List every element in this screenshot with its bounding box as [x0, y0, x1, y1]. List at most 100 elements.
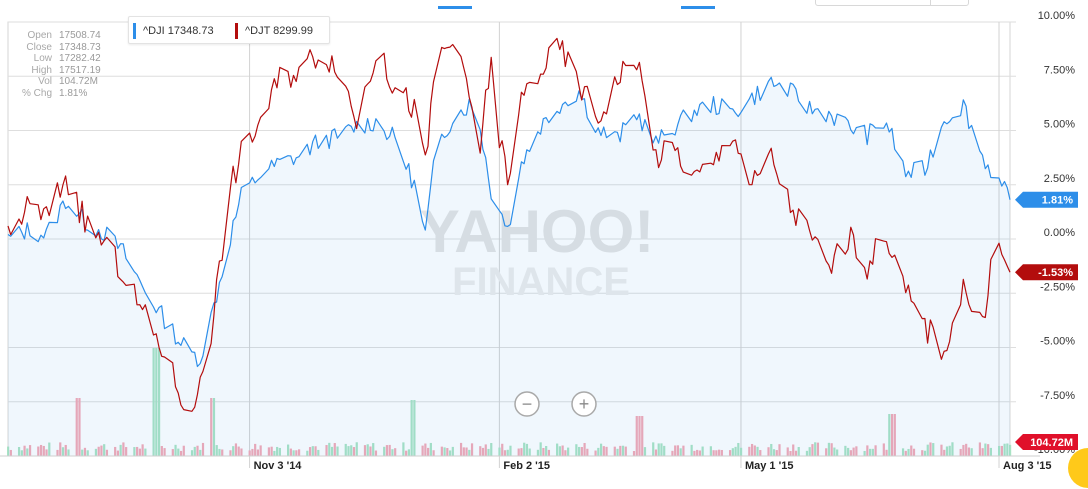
volume-bar [1000, 445, 1003, 456]
volume-bar [144, 448, 147, 456]
volume-bar [907, 448, 910, 456]
volume-bar [679, 448, 682, 456]
volume-bar [446, 448, 449, 456]
stat-label: Open [27, 30, 52, 41]
volume-bar [556, 443, 559, 456]
volume-bar [888, 414, 891, 456]
volume-bar [545, 445, 548, 456]
volume-bar [536, 449, 540, 456]
volume-bar [383, 446, 386, 456]
volume-bar [921, 450, 924, 456]
volume-bar [490, 443, 493, 456]
period-tab-indicator[interactable] [681, 6, 715, 9]
volume-bar [394, 448, 397, 456]
volume-bar [847, 447, 850, 456]
volume-bar [136, 446, 139, 456]
volume-bar [270, 446, 273, 456]
top-control-box[interactable] [815, 0, 969, 6]
volume-bar [468, 449, 471, 456]
volume-bar [287, 444, 290, 456]
volume-bar [470, 443, 474, 456]
volume-bar [218, 448, 221, 456]
volume-bar [808, 447, 811, 456]
volume-bar [314, 446, 317, 456]
volume-bar [133, 447, 136, 456]
volume-bar [885, 449, 888, 456]
volume-bar [179, 450, 183, 456]
volume-bar [624, 446, 627, 456]
volume-bar [756, 446, 759, 456]
volume-bar [987, 444, 990, 456]
volume-bar [141, 444, 144, 456]
series-line-dji[interactable] [7, 76, 1011, 368]
volume-bar [86, 450, 89, 456]
zoom-in-button[interactable]: + [571, 391, 597, 417]
period-tab-indicator[interactable] [438, 6, 472, 9]
volume-bar [778, 444, 781, 456]
corner-badge[interactable] [1068, 448, 1088, 488]
volume-bar [525, 443, 529, 456]
volume-bar [599, 443, 603, 456]
volume-bar [81, 449, 84, 456]
volume-bar [78, 398, 81, 456]
volume-bar [967, 447, 971, 456]
volume-bar [42, 445, 45, 456]
volume-bar [797, 447, 800, 456]
volume-bar [26, 448, 29, 456]
end-label-flag [1015, 434, 1078, 450]
volume-bar [234, 443, 238, 456]
volume-bar [674, 445, 677, 456]
volume-bar [248, 450, 251, 456]
volume-bar [429, 442, 432, 456]
volume-bar [506, 449, 509, 456]
volume-bar [48, 442, 51, 456]
volume-bar [682, 445, 685, 456]
y-tick-label: -5.00% [1040, 336, 1075, 348]
volume-bar [355, 442, 358, 456]
volume-bar [17, 447, 21, 456]
volume-bar [517, 448, 520, 456]
volume-bar [868, 448, 872, 456]
volume-bar [366, 444, 369, 456]
volume-bar [336, 446, 339, 456]
volume-bar [641, 416, 644, 456]
volume-bar [344, 443, 347, 456]
volume-bar [643, 447, 647, 456]
stat-label: Vol [38, 76, 52, 88]
volume-bar [767, 447, 770, 456]
volume-bar [374, 450, 378, 456]
volume-bar [67, 449, 70, 456]
volume-bar [1009, 444, 1012, 456]
volume-bar [893, 414, 896, 456]
legend-item-dji[interactable]: ^DJI 17348.73 [133, 23, 214, 39]
stat-open: Open 17508.74 [10, 30, 101, 42]
volume-bar [276, 446, 279, 456]
volume-bar [863, 450, 866, 456]
volume-bar [347, 446, 350, 456]
stat-label: % Chg [21, 87, 52, 99]
volume-bar [561, 445, 564, 456]
volume-bar [676, 445, 680, 456]
volume-bar [232, 446, 235, 456]
volume-bar [635, 416, 638, 456]
series-line-djt[interactable] [7, 37, 1011, 412]
legend-swatch-djt [235, 23, 238, 39]
volume-bar [923, 450, 927, 456]
zoom-out-button[interactable]: − [514, 391, 540, 417]
volume-bar [602, 446, 605, 456]
volume-bar [943, 449, 946, 456]
volume-bar [440, 446, 443, 456]
legend-item-djt[interactable]: ^DJT 8299.99 [235, 23, 313, 39]
volume-bar [122, 442, 125, 456]
volume-bar [739, 447, 743, 456]
volume-bar [654, 449, 658, 456]
volume-bar [836, 449, 839, 456]
volume-bar [28, 445, 32, 456]
volume-bar [125, 447, 128, 456]
volume-bar [613, 446, 616, 456]
volume-bar [734, 446, 737, 456]
volume-bar [333, 443, 336, 456]
volume-bar [350, 445, 353, 456]
